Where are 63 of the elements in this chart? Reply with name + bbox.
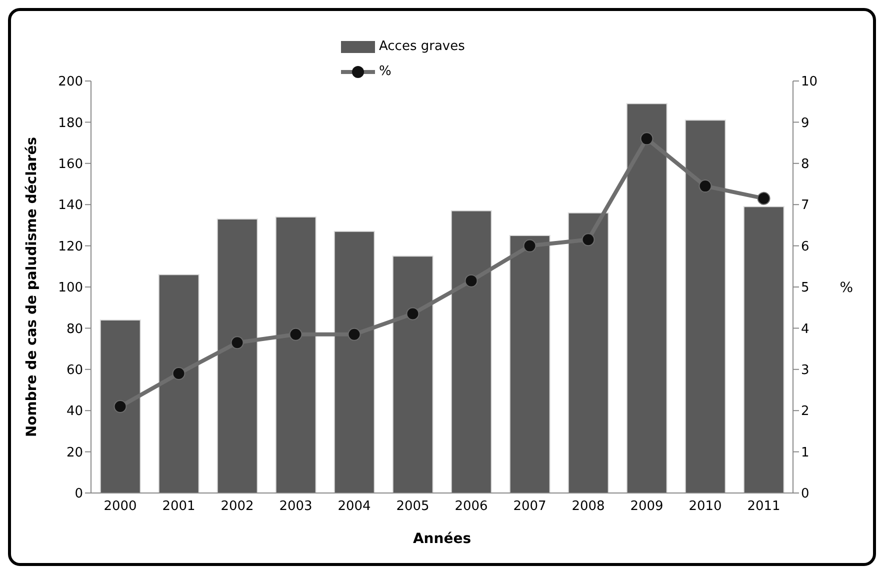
- x-tick-label: 2000: [104, 499, 137, 514]
- bar: [100, 319, 141, 493]
- bar: [334, 230, 375, 493]
- bar: [216, 218, 258, 493]
- x-tick-label: 2006: [454, 499, 488, 514]
- bar: [158, 274, 200, 493]
- bar: [509, 235, 550, 493]
- legend-label: %: [379, 64, 392, 79]
- x-tick-label: 2008: [572, 499, 605, 514]
- y-tick-label: 20: [66, 445, 83, 460]
- bar: [684, 120, 726, 493]
- point: [757, 192, 770, 205]
- x-tick-label: 2002: [220, 499, 254, 514]
- y-axis-title: Nombre de cas de paludisme déclarés: [24, 136, 40, 438]
- point: [406, 307, 420, 320]
- y2-tick-label: 2: [801, 404, 810, 420]
- x-tick-label: 2011: [747, 499, 780, 514]
- y-tick-label: 200: [58, 74, 83, 90]
- y2-tick-label: 8: [801, 157, 810, 172]
- point: [640, 132, 654, 146]
- y-tick-label: 180: [58, 116, 83, 131]
- point: [582, 233, 595, 246]
- x-axis-title: Années: [412, 531, 472, 547]
- point: [114, 400, 127, 413]
- bar: [743, 206, 784, 493]
- y2-tick-label: 5: [801, 280, 810, 296]
- point: [172, 367, 186, 380]
- point: [230, 336, 244, 350]
- x-tick-label: 2001: [162, 499, 196, 514]
- point: [464, 274, 478, 288]
- y2-tick-label: 6: [801, 239, 810, 254]
- point: [289, 328, 302, 341]
- bar: [392, 256, 434, 493]
- y-tick-label: 80: [66, 322, 83, 337]
- x-tick-label: 2004: [338, 499, 371, 514]
- x-tick-label: 2005: [396, 499, 430, 514]
- y2-tick-label: 1: [801, 445, 810, 460]
- y-tick-label: 140: [58, 198, 83, 214]
- y2-tick-label: 9: [801, 116, 810, 131]
- y-tick-label: 60: [66, 363, 83, 378]
- y-tick-label: 120: [58, 239, 83, 254]
- bar: [568, 212, 609, 493]
- y2-tick-label: 0: [801, 486, 810, 502]
- legend-label: Acces graves: [379, 39, 465, 54]
- x-tick-label: 2009: [630, 499, 664, 514]
- x-tick-label: 2003: [279, 499, 312, 514]
- bar: [275, 216, 316, 493]
- y2-tick-label: 10: [801, 74, 818, 90]
- y2-tick-label: 4: [801, 322, 810, 337]
- y-tick-label: 40: [66, 404, 83, 420]
- point: [348, 328, 361, 341]
- y2-axis-title: %: [840, 280, 853, 296]
- y-tick-label: 160: [58, 157, 83, 172]
- bar: [626, 103, 668, 493]
- y-tick-label: 0: [74, 486, 83, 502]
- point: [698, 180, 712, 193]
- x-tick-label: 2007: [513, 499, 546, 514]
- y2-tick-label: 7: [801, 198, 810, 214]
- y2-tick-label: 3: [801, 363, 810, 378]
- x-tick-label: 2010: [688, 499, 722, 514]
- y-tick-label: 100: [58, 280, 83, 296]
- point: [523, 239, 536, 252]
- bar: [450, 210, 492, 493]
